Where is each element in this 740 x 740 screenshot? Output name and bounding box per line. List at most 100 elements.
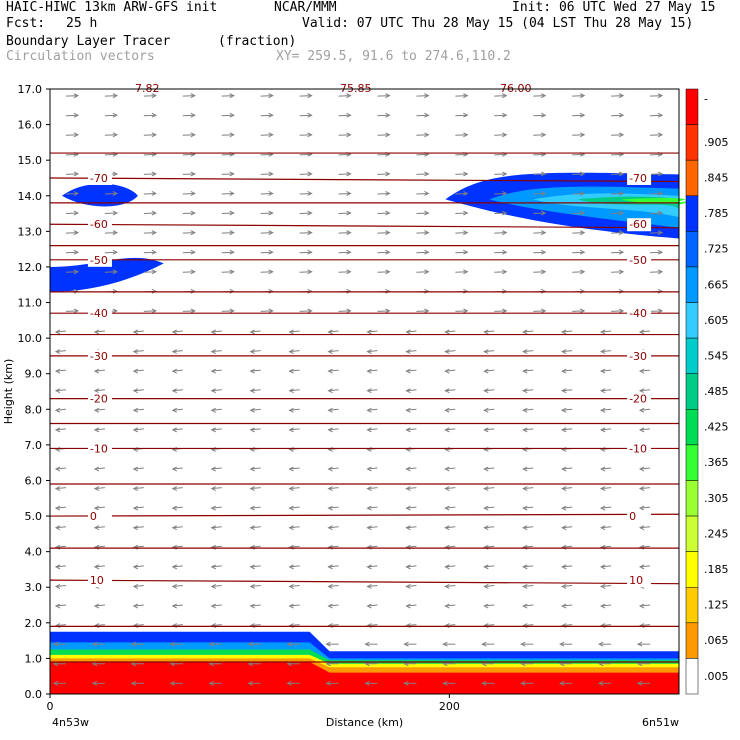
wind-vector-head: [599, 584, 606, 589]
wind-vector-head: [463, 308, 469, 314]
wind-vector: [572, 134, 585, 136]
wind-vector: [104, 251, 117, 254]
wind-vector: [562, 487, 573, 490]
tracer-plume: [621, 198, 694, 205]
wind-vector: [484, 624, 495, 627]
wind-vector: [650, 310, 663, 312]
wind-vector: [250, 369, 261, 372]
wind-vector-head: [288, 486, 294, 492]
wind-vector: [601, 467, 612, 470]
wind-vector-head: [541, 249, 547, 255]
wind-vector: [182, 310, 195, 312]
wind-vector-head: [403, 680, 409, 686]
wind-vector-head: [229, 191, 235, 196]
wind-vector-head: [73, 308, 80, 314]
wind-vector: [562, 330, 573, 333]
colorbar-swatch: [685, 231, 699, 268]
isotherm-line: [49, 579, 680, 585]
wind-vector: [289, 389, 300, 392]
wind-vector: [455, 310, 468, 312]
wind-vector: [55, 565, 67, 568]
wind-vector-head: [190, 93, 196, 99]
wind-vector: [221, 212, 234, 215]
contour-label: 10: [629, 574, 643, 587]
wind-vector: [143, 212, 156, 215]
wind-vector-head: [638, 329, 645, 335]
field-name: Boundary Layer Tracer: [6, 34, 171, 49]
wind-vector-head: [346, 230, 352, 236]
y-tick-label: 1.0: [25, 652, 43, 665]
wind-vector-head: [483, 427, 489, 433]
wind-vector-head: [93, 466, 100, 472]
wind-vector: [650, 173, 663, 175]
wind-vector-head: [483, 329, 489, 335]
wind-vector-head: [171, 584, 178, 589]
wind-vector-head: [210, 427, 216, 433]
wind-vector: [221, 271, 234, 273]
wind-vector: [601, 350, 612, 353]
wind-vector-head: [132, 329, 139, 335]
wind-vector: [445, 428, 456, 431]
wind-vector-head: [599, 525, 606, 531]
tracer-patch-upper: [61, 183, 138, 207]
wind-vector-head: [288, 564, 294, 570]
wind-vector: [172, 545, 183, 548]
wind-vector-head: [442, 680, 448, 686]
wind-vector-head: [169, 680, 176, 686]
wind-vector: [211, 487, 222, 490]
wind-vector: [523, 330, 534, 333]
wind-vector-head: [366, 427, 372, 433]
wind-vector: [367, 389, 378, 392]
wind-vector-head: [561, 505, 567, 511]
wind-vector-head: [171, 427, 178, 433]
wind-vector-head: [307, 171, 313, 177]
wind-vector: [572, 232, 585, 234]
wind-vector-head: [151, 171, 157, 177]
wind-vector-head: [599, 505, 606, 511]
wind-vector: [367, 467, 378, 470]
wind-vector: [484, 408, 495, 411]
wind-vector-head: [522, 388, 528, 394]
wind-vector: [289, 428, 300, 431]
wind-vector-head: [636, 641, 643, 647]
wind-vector: [133, 330, 144, 333]
wind-vector-head: [502, 93, 508, 99]
wind-vector: [639, 408, 651, 411]
wind-vector-head: [327, 525, 333, 531]
wind-vector-head: [405, 505, 411, 511]
wind-vector: [533, 310, 546, 312]
wind-vector: [104, 271, 117, 273]
wind-vector: [55, 350, 67, 353]
wind-vector: [328, 389, 339, 392]
wind-vector: [601, 565, 612, 568]
colorbar-swatch: [685, 551, 699, 588]
wind-vector: [299, 192, 312, 195]
wind-vector: [523, 487, 534, 490]
wind-vector-head: [561, 407, 567, 413]
x-tick-label: 200: [439, 700, 460, 713]
wind-vector-head: [210, 407, 216, 413]
wind-vector-head: [541, 191, 547, 196]
wind-vector: [533, 192, 546, 195]
x-axis: 0 200 Distance (km) 4n53w 6n51w: [47, 694, 679, 729]
wind-vector-head: [366, 486, 372, 492]
contour-label-bg: [87, 574, 112, 588]
wind-vector: [416, 271, 429, 273]
contour-label-bg: [87, 218, 112, 232]
wind-vector-head: [112, 93, 119, 99]
contour-label-bg: [87, 253, 112, 267]
wind-vector: [367, 408, 378, 411]
wind-vector: [250, 389, 261, 392]
wind-vector: [104, 192, 117, 195]
wind-vector: [494, 192, 507, 195]
wind-vector: [260, 271, 273, 273]
wind-vector: [221, 251, 234, 254]
wind-vector-head: [424, 93, 430, 99]
wind-vector: [338, 310, 351, 312]
wind-vector: [133, 526, 144, 529]
wind-vector: [562, 389, 573, 392]
wind-vector-head: [210, 466, 216, 472]
contour-label: -60: [629, 218, 647, 231]
wind-vector: [639, 389, 651, 392]
colorbar-swatch: [685, 266, 699, 303]
